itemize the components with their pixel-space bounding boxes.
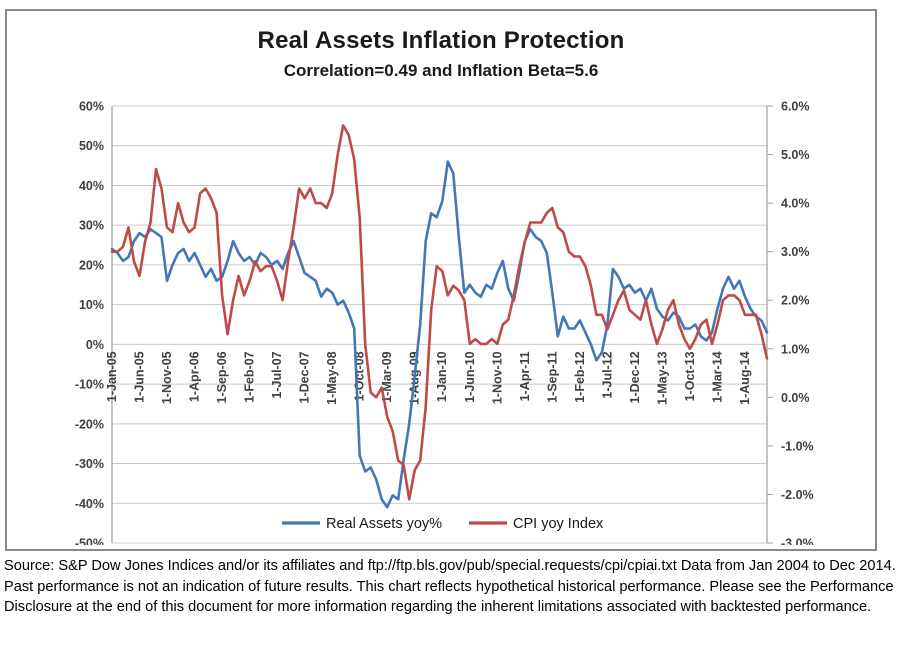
page-title: Real Assets Inflation Protection [257, 27, 625, 54]
series-line-real-assets-yoy- [110, 160, 769, 509]
y-axis-right-tick: 4.0% [781, 197, 810, 211]
x-axis-tick: 1-Jan-05 [105, 351, 119, 402]
y-axis-left-tick: -20% [75, 417, 104, 431]
x-axis-tick: 1-Mar-14 [710, 351, 724, 402]
x-axis-tick: 1-Jul-07 [270, 351, 284, 398]
x-axis-tick: 1-Sep-06 [215, 351, 229, 403]
series-line-cpi-yoy-index [110, 124, 769, 501]
y-axis-left-tick: 60% [79, 100, 104, 114]
x-axis-tick: 1-Dec-07 [298, 351, 312, 403]
chart-svg: 60% 50% 40% 30% 20% 10% 0% -10% -20% -30% -40% -50%… [75, 100, 814, 546]
x-axis-tick: 1-Jun-10 [463, 351, 477, 402]
y-axis-right-tick: -1.0% [781, 439, 814, 453]
y-axis-right-tick: 5.0% [781, 148, 810, 162]
y-axis-right-tick: 3.0% [781, 245, 810, 259]
x-axis-tick: 1-May-08 [325, 351, 339, 405]
gridlines [111, 105, 768, 544]
legend-label: CPI yoy Index [513, 516, 604, 532]
y-axis-right-labels: 6.0% 5.0% 4.0% 3.0% 2.0% 1.0% 0.0% -1.0% -2.0% -3… [767, 100, 814, 546]
chart-legend: Real Assets yoy% CPI yoy Index [282, 516, 604, 532]
x-axis-tick: 1-Apr-06 [188, 351, 202, 402]
y-axis-left-tick: 30% [79, 219, 104, 233]
y-axis-left-tick: -10% [75, 378, 104, 392]
y-axis-right-tick: -2.0% [781, 488, 814, 502]
x-axis-tick: 1-Feb-07 [243, 351, 257, 402]
y-axis-left-tick: 0% [86, 338, 104, 352]
x-axis-tick: 1-Sep-11 [545, 351, 559, 402]
x-axis-tick: 1-Nov-10 [490, 351, 504, 404]
y-axis-left-tick: 20% [79, 258, 104, 272]
y-axis-right-tick: 2.0% [781, 294, 810, 308]
chart-box: Real Assets Inflation Protection Correla… [5, 9, 877, 551]
x-axis-tick: 1-Jul-12 [600, 351, 614, 398]
y-axis-left-labels: 60% 50% 40% 30% 20% 10% 0% -10% -20% -30% -40% -50% [75, 100, 104, 546]
source-note: Source: S&P Dow Jones Indices and/or its… [4, 558, 896, 616]
y-axis-left-tick: 40% [79, 179, 104, 193]
chart-subtitle: Correlation=0.49 and Inflation Beta=5.6 [283, 61, 599, 80]
y-axis-right-tick: 1.0% [781, 342, 810, 356]
y-axis-left-tick: -50% [75, 537, 104, 546]
x-axis-tick: 1-Apr-11 [518, 351, 532, 401]
y-axis-right-tick: 0.0% [781, 391, 810, 405]
y-axis-right-tick: -3.0% [781, 537, 814, 546]
x-axis-tick: 1-Oct-13 [683, 351, 697, 401]
x-axis-tick: 1-May-13 [655, 351, 669, 405]
x-axis-tick: 1-Aug-14 [738, 351, 752, 405]
x-axis-tick: 1-Dec-12 [628, 351, 642, 403]
y-axis-left-tick: 50% [79, 139, 104, 153]
x-axis-tick: 1-Mar-09 [380, 351, 394, 402]
y-axis-left-tick: 10% [79, 298, 104, 312]
x-axis-tick: 1-Jun-05 [133, 351, 147, 402]
y-axis-left-tick: -30% [75, 457, 104, 471]
legend-label: Real Assets yoy% [326, 516, 442, 532]
x-axis-tick: 1-Jan-10 [435, 351, 449, 402]
y-axis-left-tick: -40% [75, 497, 104, 511]
x-axis-tick: 1-Nov-05 [160, 351, 174, 404]
y-axis-right-tick: 6.0% [781, 100, 810, 114]
x-axis-tick: 1-Feb-12 [573, 351, 587, 402]
